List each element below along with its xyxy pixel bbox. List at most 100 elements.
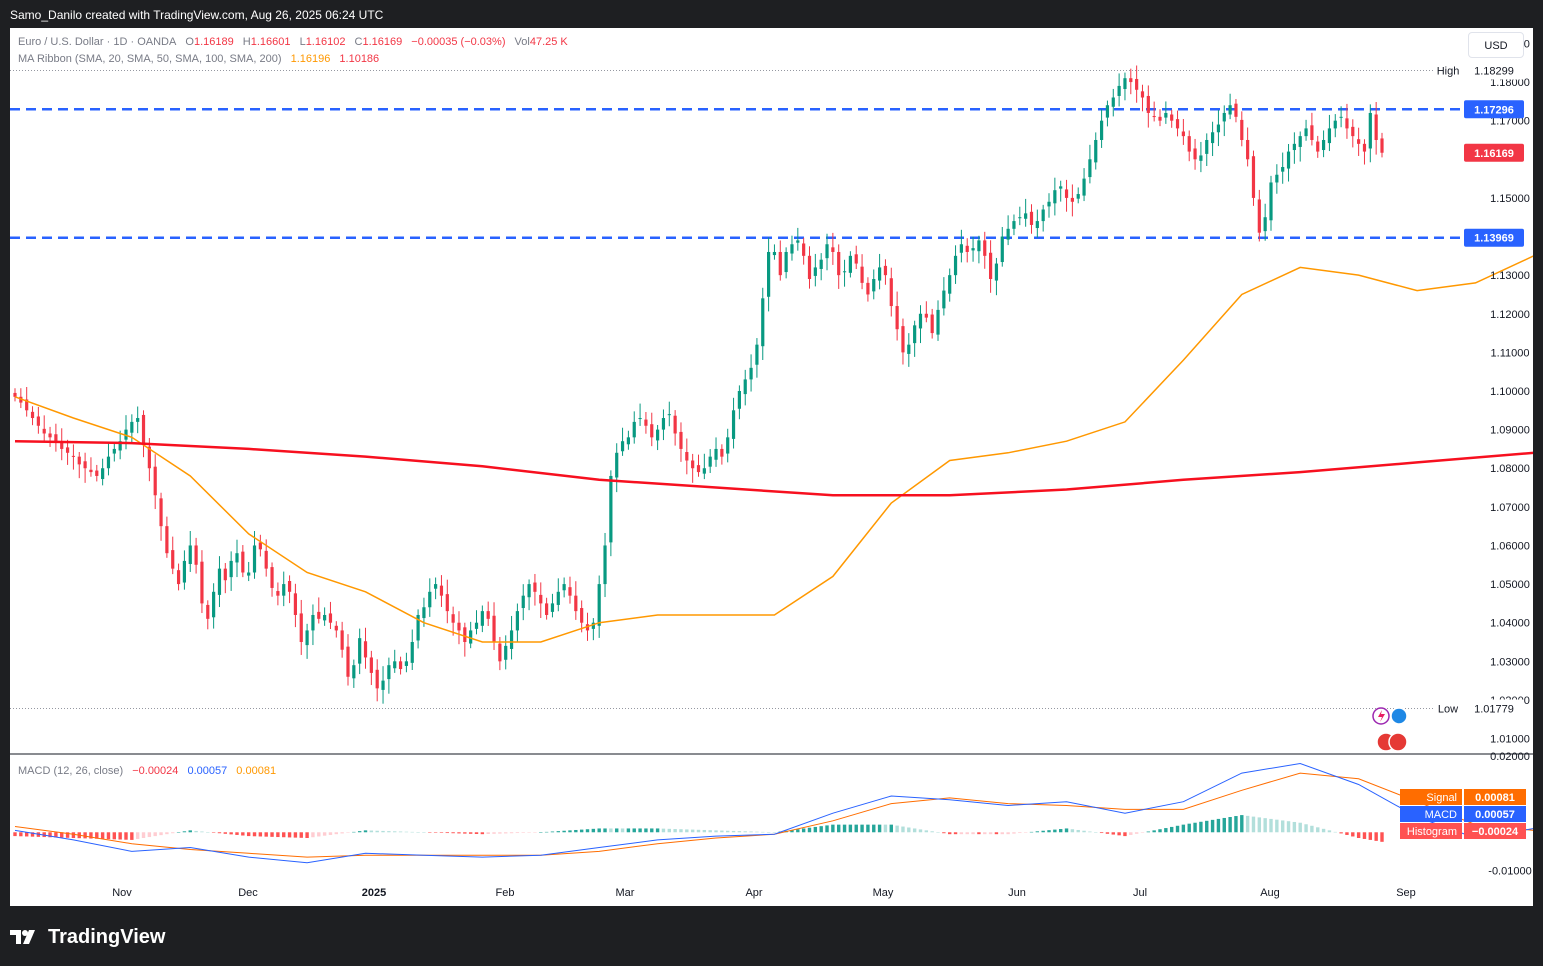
histogram-bar: [696, 829, 701, 833]
histogram-bar: [556, 831, 560, 833]
candle-body: [1316, 141, 1320, 152]
histogram-bar: [1041, 830, 1045, 833]
candle-body: [1357, 139, 1361, 144]
histogram-bar: [942, 832, 946, 834]
histogram-bar: [393, 831, 397, 833]
histogram-tag-label-bg: [1400, 823, 1462, 839]
price-tick-label: 1.03000: [1490, 656, 1530, 668]
histogram-bar: [165, 832, 169, 835]
price-chart[interactable]: 1.190001.180001.170001.150001.130001.120…: [10, 28, 1533, 906]
candle-body: [159, 498, 163, 527]
candle-body: [784, 251, 788, 273]
histogram-bar: [65, 832, 70, 838]
candle-body: [1170, 114, 1174, 121]
level-tag-2-bg: [1464, 228, 1524, 247]
candle-body: [25, 399, 29, 411]
candle-body: [451, 614, 455, 623]
candle-body: [1281, 167, 1285, 172]
histogram-bar: [428, 832, 432, 833]
histogram-bar: [918, 829, 923, 833]
histogram-bar: [1251, 816, 1256, 833]
candle-body: [445, 594, 449, 612]
histogram-bar: [679, 829, 683, 833]
currency-button[interactable]: USD: [1468, 32, 1524, 58]
histogram-bar: [252, 832, 257, 837]
candle-body: [743, 379, 747, 395]
macd-name[interactable]: MACD (12, 26, close): [18, 765, 124, 777]
histogram-bar: [305, 832, 309, 838]
volume-label: Vol: [514, 36, 530, 48]
histogram-bar: [182, 831, 187, 833]
histogram-bar: [702, 829, 707, 833]
histogram-bar: [533, 832, 537, 833]
histogram-bar: [842, 824, 847, 833]
candle-body: [971, 248, 975, 251]
candle-body: [1076, 194, 1080, 199]
symbol-name[interactable]: Euro / U.S. Dollar · 1D · OANDA: [18, 36, 177, 48]
histogram-bar: [246, 832, 251, 837]
candle-body: [661, 418, 666, 430]
candle-body: [1029, 211, 1034, 225]
histogram-bar: [1181, 824, 1186, 833]
candle-body: [287, 580, 292, 592]
histogram-bar: [866, 824, 870, 833]
candle-body: [293, 593, 298, 615]
histogram-bar: [340, 832, 344, 834]
candle-body: [48, 433, 52, 438]
candle-body: [1018, 217, 1022, 219]
current-price-tag-bg: [1464, 143, 1524, 162]
candle-body: [95, 470, 99, 476]
histogram-bar: [1275, 819, 1279, 833]
histogram-tag-value-bg: [1464, 823, 1526, 839]
chart-frame[interactable]: 1.190001.180001.170001.150001.130001.120…: [10, 28, 1533, 906]
candle-body: [866, 282, 870, 295]
candle-body: [1053, 190, 1057, 204]
candle-body: [1368, 112, 1372, 149]
histogram-bar: [1169, 826, 1174, 833]
candle-body: [393, 661, 397, 669]
candle-body: [638, 418, 642, 420]
ma-ribbon-name[interactable]: MA Ribbon (SMA, 20, SMA, 50, SMA, 100, S…: [18, 53, 282, 65]
signal-tag-value: 0.00081: [1475, 792, 1515, 804]
histogram-bar: [620, 828, 625, 833]
candle-body: [439, 585, 444, 596]
histogram-bar: [714, 830, 718, 833]
candle-body: [918, 313, 923, 329]
histogram-bar: [1263, 818, 1267, 833]
candle-body: [603, 545, 607, 585]
histogram-bar: [901, 826, 905, 833]
candle-body: [1070, 197, 1074, 202]
histogram-bar: [650, 828, 654, 833]
candle-body: [504, 645, 508, 660]
histogram-bar: [772, 832, 777, 833]
histogram-bar: [977, 832, 981, 835]
candle-body: [650, 424, 654, 438]
candle-body: [1345, 118, 1349, 129]
histogram-bar: [375, 830, 379, 833]
candle-body: [591, 622, 595, 629]
time-tick-label: Sep: [1396, 887, 1416, 899]
candle-body: [825, 244, 829, 259]
candle-body: [457, 622, 461, 631]
candle-body: [1222, 112, 1226, 122]
histogram-bar: [971, 832, 975, 835]
histogram-bar: [322, 832, 327, 836]
histogram-bar: [317, 832, 321, 837]
histogram-bar: [299, 832, 303, 838]
candle-body: [1240, 119, 1244, 140]
histogram-bar: [988, 832, 993, 835]
histogram-bar: [1228, 817, 1232, 833]
histogram-bar: [357, 831, 362, 833]
current-price-tag: 1.16169: [1474, 148, 1514, 160]
histogram-bar: [907, 827, 911, 833]
histogram-bar: [147, 832, 152, 838]
histogram-bar: [1117, 832, 1121, 836]
candle-body: [726, 437, 730, 454]
histogram-bar: [667, 828, 671, 833]
histogram-bar: [1082, 830, 1086, 833]
histogram-bar: [1222, 817, 1226, 833]
histogram-bar: [211, 832, 216, 833]
price-tick-label: 1.13000: [1490, 270, 1530, 282]
histogram-bar: [492, 832, 496, 834]
histogram-bar: [1345, 832, 1349, 835]
